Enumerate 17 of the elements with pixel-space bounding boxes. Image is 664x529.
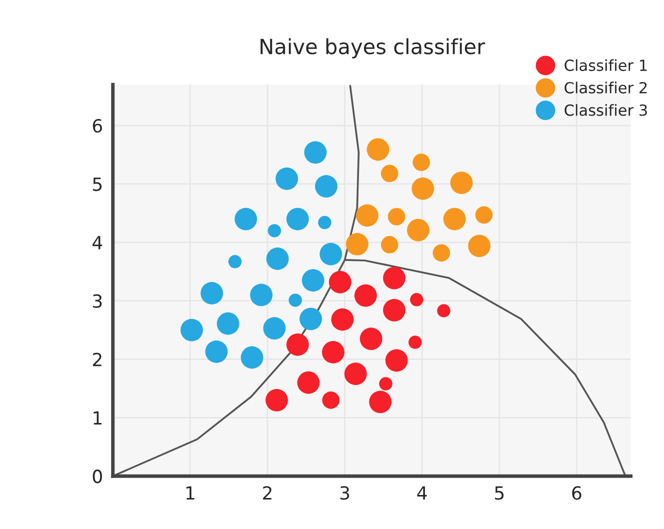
y-tick-label: 4 [92,236,102,250]
x-tick-label: 2 [263,486,272,500]
x-tick-label: 1 [186,486,194,500]
legend-label: Classifier 3 [564,104,647,116]
legend-label: Classifier 2 [564,82,647,94]
chart-title: Naive bayes classifier [260,38,486,58]
x-tick-label: 6 [572,486,582,500]
y-tick-label: 0 [92,470,102,484]
y-tick-label: 2 [92,352,102,366]
y-tick-label: 5 [93,178,102,192]
x-tick-label: 5 [495,486,504,500]
x-tick-label: 3 [340,486,350,500]
x-tick-label: 4 [417,486,427,500]
legend-label: Classifier 1 [564,59,647,72]
y-tick-label: 6 [92,119,102,133]
y-tick-label: 3 [93,294,102,308]
y-tick-label: 1 [94,411,102,425]
